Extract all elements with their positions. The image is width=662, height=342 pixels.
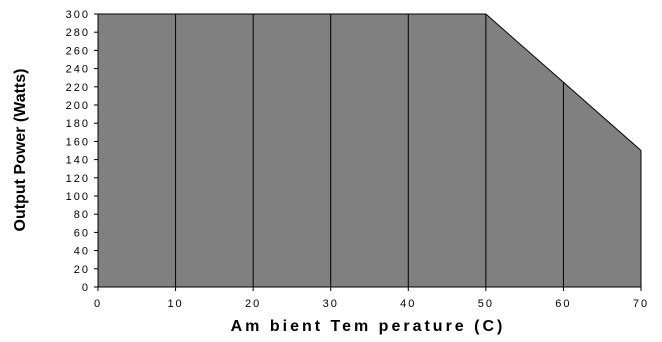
y-tick-label-15: 300 (66, 9, 90, 21)
x-tick-label-7: 70 (633, 298, 649, 310)
y-axis-ticks: 0 20 40 60 80 100 120 140 160 180 200 220 240 260 280 3… (66, 9, 98, 294)
x-tick-label-0: 0 (94, 298, 102, 310)
y-tick-label-0: 0 (82, 282, 90, 294)
y-axis-title: Output Power (Watts) (12, 69, 29, 232)
y-tick-label-14: 280 (66, 27, 90, 39)
y-tick-label-9: 180 (66, 118, 90, 130)
x-axis-title: Am bient Tem perature (C) (231, 318, 506, 335)
x-axis-ticks: 0 10 20 30 40 50 60 70 (94, 287, 649, 310)
y-tick-label-6: 120 (66, 173, 90, 185)
x-tick-label-2: 20 (245, 298, 261, 310)
y-tick-label-13: 260 (66, 45, 90, 57)
y-tick-label-5: 100 (66, 191, 90, 203)
y-tick-label-4: 80 (74, 209, 90, 221)
x-tick-label-5: 50 (478, 298, 494, 310)
x-tick-label-6: 60 (555, 298, 571, 310)
y-tick-label-2: 40 (74, 246, 90, 258)
output-power-area (98, 14, 641, 287)
y-tick-label-12: 240 (66, 64, 90, 76)
y-tick-label-10: 200 (66, 100, 90, 112)
x-tick-label-1: 10 (167, 298, 183, 310)
output-power-line (98, 13, 642, 151)
y-tick-label-8: 160 (66, 136, 90, 148)
y-tick-label-3: 60 (74, 227, 90, 239)
y-tick-label-11: 220 (66, 82, 90, 94)
x-tick-label-3: 30 (323, 298, 339, 310)
x-tick-label-4: 40 (400, 298, 416, 310)
y-tick-label-7: 140 (66, 155, 90, 167)
plot-area (97, 13, 642, 288)
y-tick-label-1: 20 (74, 264, 90, 276)
